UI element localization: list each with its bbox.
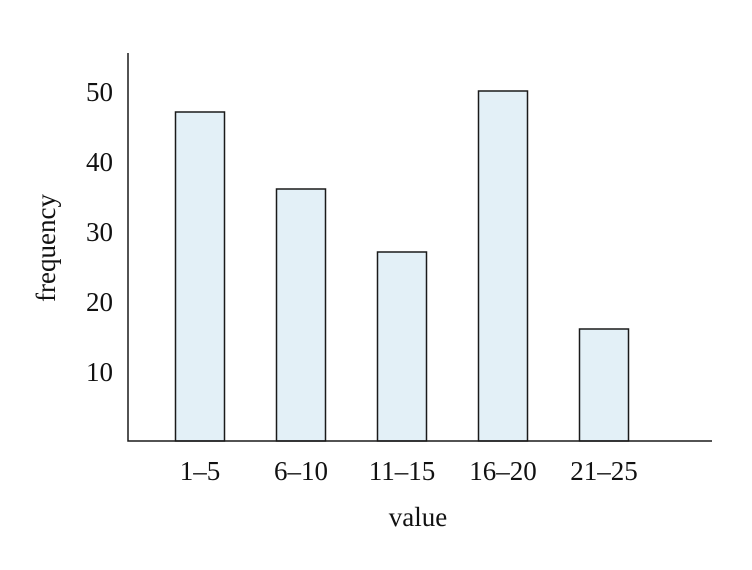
bar-11-15 bbox=[376, 251, 428, 442]
bars-group bbox=[174, 90, 630, 442]
y-tick-label: 50 bbox=[86, 77, 113, 107]
bar-21-25 bbox=[578, 328, 630, 442]
x-tick-labels: 1–5 6–10 11–15 16–20 21–25 bbox=[180, 456, 638, 486]
y-tick-label: 10 bbox=[86, 357, 113, 387]
bar-6-10 bbox=[275, 188, 327, 442]
x-tick-label: 1–5 bbox=[180, 456, 221, 486]
y-tick-labels: 10 20 30 40 50 bbox=[86, 77, 113, 387]
x-tick-label: 21–25 bbox=[570, 456, 638, 486]
x-tick-label: 6–10 bbox=[274, 456, 328, 486]
y-tick-label: 20 bbox=[86, 287, 113, 317]
x-tick-label: 11–15 bbox=[369, 456, 436, 486]
x-axis-label: value bbox=[389, 502, 447, 532]
bar-16-20 bbox=[477, 90, 529, 442]
axes-lines bbox=[127, 53, 712, 442]
y-tick-label: 30 bbox=[86, 217, 113, 247]
x-tick-label: 16–20 bbox=[469, 456, 537, 486]
bar-1-5 bbox=[174, 111, 226, 442]
y-axis-label: frequency bbox=[31, 194, 61, 302]
y-tick-label: 40 bbox=[86, 147, 113, 177]
